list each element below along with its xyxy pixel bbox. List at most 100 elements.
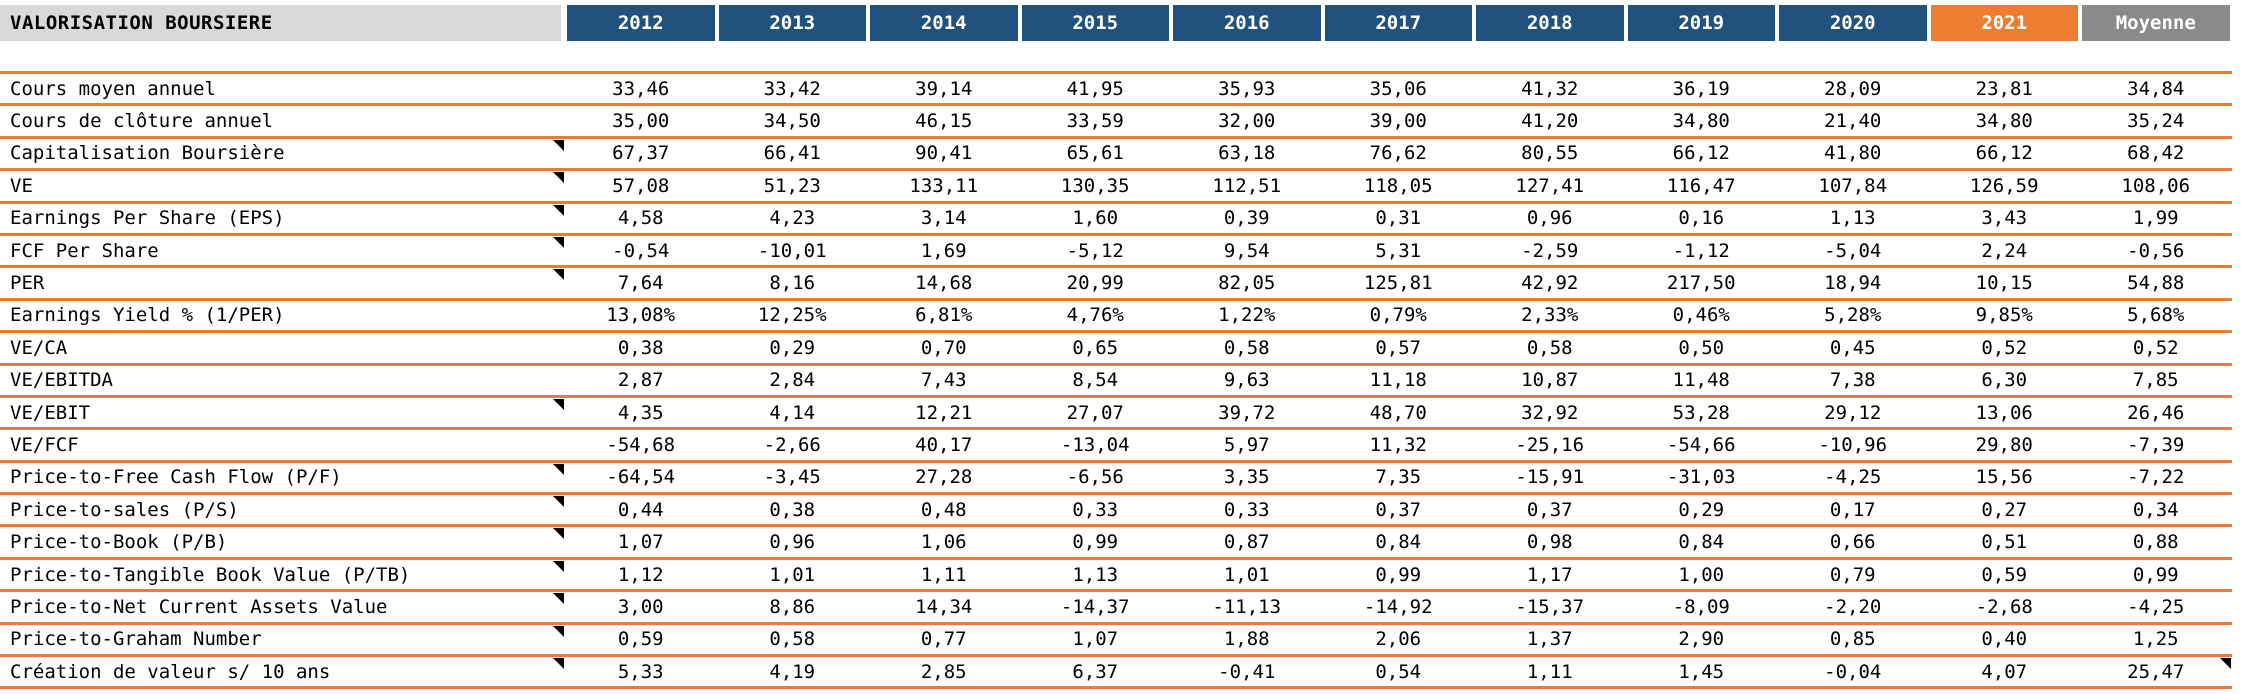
value-cell[interactable]: 2,06 xyxy=(1375,628,1422,651)
row-label-cell[interactable]: VE/CA xyxy=(10,336,68,359)
value-cell[interactable]: 1,88 xyxy=(1223,628,1270,651)
year-header-cell-2012[interactable]: 2012 xyxy=(565,5,717,41)
value-cell[interactable]: 3,43 xyxy=(1981,207,2028,230)
value-cell[interactable]: 0,70 xyxy=(920,336,967,359)
value-cell[interactable]: 41,80 xyxy=(1824,142,1882,165)
value-cell[interactable]: 0,59 xyxy=(1981,563,2028,586)
value-cell[interactable]: 0,34 xyxy=(2132,498,2179,521)
value-cell[interactable]: 1,00 xyxy=(1678,563,1725,586)
value-cell[interactable]: 14,68 xyxy=(915,272,973,295)
row-label-cell[interactable]: FCF Per Share xyxy=(0,236,565,265)
value-cell[interactable]: 66,41 xyxy=(763,142,821,165)
value-cell[interactable]: 3,00 xyxy=(617,595,664,618)
value-cell[interactable]: 0,58 xyxy=(1223,336,1270,359)
value-cell[interactable]: 2,87 xyxy=(617,369,664,392)
row-label-cell[interactable]: VE xyxy=(0,171,565,200)
value-cell[interactable]: 6,81% xyxy=(915,304,973,327)
row-label-cell[interactable]: PER xyxy=(0,268,565,297)
value-cell[interactable]: 112,51 xyxy=(1212,174,1282,197)
value-cell[interactable]: 53,28 xyxy=(1672,401,1730,424)
value-cell[interactable]: 1,12 xyxy=(617,563,664,586)
value-cell[interactable]: 0,79% xyxy=(1369,304,1427,327)
value-cell[interactable]: 1,13 xyxy=(1072,563,1119,586)
value-cell[interactable]: 0,52 xyxy=(2132,336,2179,359)
value-cell[interactable]: 27,07 xyxy=(1066,401,1124,424)
value-cell[interactable]: 10,87 xyxy=(1521,369,1579,392)
value-cell[interactable]: 4,07 xyxy=(1981,660,2028,683)
value-cell[interactable]: 46,15 xyxy=(915,110,973,133)
row-label-cell[interactable]: Price-to-Tangible Book Value (P/TB) xyxy=(0,560,565,589)
value-cell[interactable]: -14,92 xyxy=(1363,595,1433,618)
value-cell[interactable]: -8,09 xyxy=(1672,595,1730,618)
value-cell[interactable]: -0,54 xyxy=(612,239,670,262)
value-cell[interactable]: 1,22% xyxy=(1218,304,1276,327)
value-cell[interactable]: 0,99 xyxy=(1072,531,1119,554)
value-cell[interactable]: 0,96 xyxy=(1526,207,1573,230)
value-cell[interactable]: 4,23 xyxy=(769,207,816,230)
value-cell[interactable]: 4,58 xyxy=(617,207,664,230)
value-cell[interactable]: 0,17 xyxy=(1829,498,1876,521)
value-cell[interactable]: 1,13 xyxy=(1829,207,1876,230)
value-cell[interactable]: 41,95 xyxy=(1066,77,1124,100)
value-cell[interactable]: 7,85 xyxy=(2132,369,2179,392)
year-header-cell-2021[interactable]: 2021 xyxy=(1928,5,2080,41)
value-cell[interactable]: 1,99 xyxy=(2132,207,2179,230)
value-cell[interactable]: 118,05 xyxy=(1363,174,1433,197)
value-cell[interactable]: 0,99 xyxy=(1375,563,1422,586)
value-cell[interactable]: 35,06 xyxy=(1369,77,1427,100)
value-cell[interactable]: 0,38 xyxy=(769,498,816,521)
value-cell[interactable]: 90,41 xyxy=(915,142,973,165)
value-cell[interactable]: 4,19 xyxy=(769,660,816,683)
value-cell[interactable]: 0,77 xyxy=(920,628,967,651)
value-cell[interactable]: 29,80 xyxy=(1975,433,2033,456)
value-cell[interactable]: 0,44 xyxy=(617,498,664,521)
value-cell[interactable]: 40,17 xyxy=(915,433,973,456)
value-cell[interactable]: 0,85 xyxy=(1829,628,1876,651)
row-label-cell[interactable]: Price-to-Net Current Assets Value xyxy=(0,592,565,621)
value-cell[interactable]: 217,50 xyxy=(1666,272,1736,295)
value-cell[interactable]: 1,11 xyxy=(920,563,967,586)
row-label-cell[interactable]: VE/EBIT xyxy=(0,398,565,427)
row-label-cell[interactable]: Cours moyen annuel xyxy=(10,77,216,100)
value-cell[interactable]: -10,96 xyxy=(1818,433,1888,456)
value-cell[interactable]: 1,25 xyxy=(2132,628,2179,651)
value-cell[interactable]: 18,94 xyxy=(1824,272,1882,295)
value-cell[interactable]: -1,12 xyxy=(1672,239,1730,262)
value-cell[interactable]: 2,90 xyxy=(1678,628,1725,651)
value-cell[interactable]: 2,85 xyxy=(920,660,967,683)
value-cell[interactable]: 1,17 xyxy=(1526,563,1573,586)
value-cell[interactable]: -5,04 xyxy=(1824,239,1882,262)
value-cell[interactable]: 76,62 xyxy=(1369,142,1427,165)
value-cell[interactable]: -4,25 xyxy=(2127,595,2185,618)
value-cell[interactable]: 65,61 xyxy=(1066,142,1124,165)
value-cell[interactable]: 5,97 xyxy=(1223,433,1270,456)
value-cell[interactable]: 32,92 xyxy=(1521,401,1579,424)
value-cell[interactable]: -7,39 xyxy=(2127,433,2185,456)
value-cell[interactable]: 4,35 xyxy=(617,401,664,424)
value-cell[interactable]: -64,54 xyxy=(606,466,676,489)
value-cell[interactable]: 33,59 xyxy=(1066,110,1124,133)
value-cell[interactable]: -2,66 xyxy=(763,433,821,456)
value-cell[interactable]: 42,92 xyxy=(1521,272,1579,295)
value-cell[interactable]: 0,50 xyxy=(1678,336,1725,359)
value-cell[interactable]: 34,80 xyxy=(1672,110,1730,133)
row-label-cell[interactable]: Price-to-Free Cash Flow (P/F) xyxy=(0,463,565,492)
value-cell[interactable]: 0,33 xyxy=(1223,498,1270,521)
row-label-cell[interactable]: Earnings Per Share (EPS) xyxy=(0,204,565,233)
value-cell[interactable]: 41,32 xyxy=(1521,77,1579,100)
value-cell[interactable]: -2,59 xyxy=(1521,239,1579,262)
value-cell[interactable]: 35,00 xyxy=(612,110,670,133)
value-cell[interactable]: 39,14 xyxy=(915,77,973,100)
value-cell[interactable]: -6,56 xyxy=(1066,466,1124,489)
value-cell[interactable]: 133,11 xyxy=(909,174,979,197)
value-cell[interactable]: 1,07 xyxy=(1072,628,1119,651)
table-title-cell[interactable]: VALORISATION BOURSIERE xyxy=(0,5,561,41)
value-cell[interactable]: 0,46% xyxy=(1672,304,1730,327)
value-cell[interactable]: 5,68% xyxy=(2127,304,2185,327)
year-header-cell-2018[interactable]: 2018 xyxy=(1474,5,1626,41)
value-cell[interactable]: 29,12 xyxy=(1824,401,1882,424)
row-label-cell[interactable]: Price-to-sales (P/S) xyxy=(0,495,565,524)
year-header-cell-2017[interactable]: 2017 xyxy=(1322,5,1474,41)
value-cell[interactable]: 0,40 xyxy=(1981,628,2028,651)
value-cell[interactable]: -2,20 xyxy=(1824,595,1882,618)
